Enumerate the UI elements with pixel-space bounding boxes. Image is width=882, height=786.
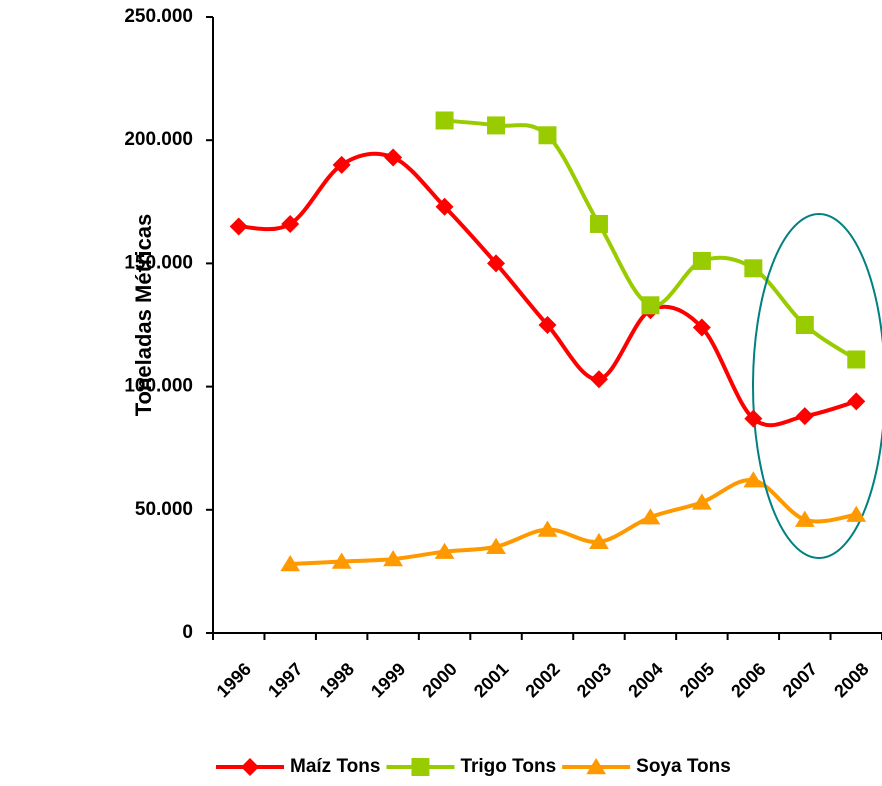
marker: [691, 493, 712, 510]
marker: [435, 197, 454, 216]
legend-label: Soya Tons: [636, 756, 731, 777]
marker: [538, 316, 557, 334]
marker: [537, 520, 558, 537]
marker: [846, 505, 867, 522]
marker: [641, 296, 660, 315]
x-tick-label: 1999: [367, 659, 409, 701]
y-axis-title: Toneladas Métricas: [131, 214, 156, 417]
marker: [640, 508, 661, 525]
marker: [383, 550, 404, 567]
marker: [589, 532, 609, 550]
marker: [589, 214, 608, 233]
marker: [847, 350, 866, 369]
marker: [795, 316, 814, 334]
series-line: [290, 478, 857, 567]
marker: [486, 537, 506, 554]
y-tick-label: 50.000: [135, 499, 193, 520]
legend-marker: [586, 758, 607, 775]
x-tick-label: 2006: [727, 659, 769, 701]
marker: [847, 392, 866, 411]
marker: [743, 471, 764, 488]
marker: [487, 254, 506, 273]
marker: [794, 510, 815, 527]
plot-area: [238, 118, 858, 567]
x-tick-label: 2001: [470, 659, 512, 701]
x-tick-label: 2005: [676, 659, 718, 701]
marker: [435, 111, 454, 130]
series-line: [444, 118, 858, 362]
x-tick-label: 2000: [418, 659, 460, 701]
marker: [229, 217, 248, 236]
x-tick-label: 1997: [264, 659, 306, 701]
marker: [692, 251, 711, 270]
y-tick-label: 100.000: [124, 376, 193, 397]
y-tick-label: 250.000: [124, 6, 193, 27]
x-tick-label: 2002: [521, 659, 563, 701]
marker: [280, 555, 301, 572]
highlight-ellipse: [752, 213, 882, 559]
marker: [589, 370, 608, 389]
marker: [281, 214, 300, 233]
x-tick-label: 2003: [573, 659, 615, 701]
marker: [434, 542, 455, 559]
y-tick-label: 150.000: [124, 252, 193, 273]
x-tick-label: 2008: [830, 659, 872, 701]
legend-marker: [411, 758, 430, 776]
y-tick-label: 200.000: [124, 129, 193, 150]
marker: [744, 259, 763, 278]
x-tick-label: 1996: [213, 659, 255, 701]
marker: [538, 126, 557, 145]
legend-label: Trigo Tons: [460, 756, 556, 777]
marker: [487, 116, 506, 135]
legend-marker: [241, 758, 259, 776]
marker: [692, 318, 711, 337]
x-tick-label: 1998: [316, 659, 358, 701]
marker: [384, 148, 403, 167]
legend-label: Maíz Tons: [290, 756, 380, 777]
x-tick-label: 2007: [779, 659, 821, 701]
marker: [332, 155, 351, 174]
y-tick-label: 0: [182, 622, 193, 643]
x-tick-label: 2004: [624, 659, 666, 701]
marker: [744, 409, 763, 428]
marker: [331, 552, 352, 569]
marker: [795, 407, 814, 426]
